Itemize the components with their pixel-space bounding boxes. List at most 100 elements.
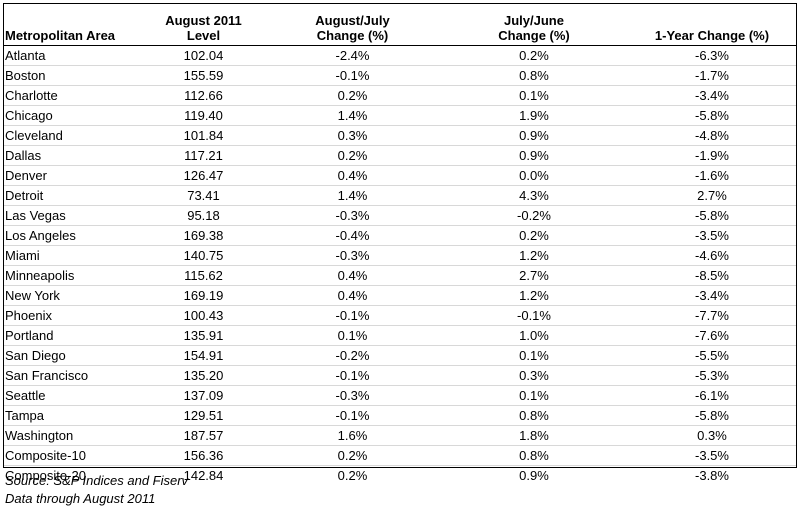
one-year-change-cell: -5.5%	[627, 345, 797, 366]
metro-cell: Las Vegas	[3, 205, 143, 226]
metro-cell: Detroit	[3, 185, 143, 206]
aug-jul-change-cell: -0.3%	[264, 245, 441, 266]
header-one-year-change: 1-Year Change (%)	[627, 3, 797, 46]
jul-jun-change-cell: 0.9%	[441, 145, 627, 166]
jul-jun-change-cell: 1.2%	[441, 285, 627, 306]
metro-cell: Washington	[3, 425, 143, 446]
data-through-note: Data through August 2011	[5, 491, 156, 506]
one-year-change-cell: -3.4%	[627, 85, 797, 106]
one-year-change-cell: -1.6%	[627, 165, 797, 186]
metro-cell: New York	[3, 285, 143, 306]
level-cell: 169.19	[143, 285, 264, 306]
level-cell: 112.66	[143, 85, 264, 106]
level-cell: 73.41	[143, 185, 264, 206]
jul-jun-change-cell: 0.2%	[519, 48, 549, 63]
header-year-line2: 1-Year Change (%)	[654, 28, 770, 43]
table-row: Phoenix 100.43 -0.1% -0.1% -7.7%	[3, 305, 797, 326]
aug-jul-change-cell: 0.2%	[264, 445, 441, 466]
header-level-line1: August 2011	[165, 13, 242, 28]
metro-cell: Phoenix	[3, 305, 143, 326]
metro-cell: Portland	[3, 325, 143, 346]
level-cell: 115.62	[143, 265, 264, 286]
source-note: Source: S&P Indices and Fiserv	[5, 473, 189, 488]
aug-jul-change-cell: 0.2%	[264, 85, 441, 106]
aug-jul-change-cell: 0.4%	[264, 165, 441, 186]
one-year-change-cell: 0.3%	[627, 425, 797, 446]
jul-jun-change-cell: 0.9%	[441, 125, 627, 146]
level-cell: 142.84	[143, 465, 264, 485]
table-row: Miami 140.75 -0.3% 1.2% -4.6%	[3, 245, 797, 266]
metro-cell: Minneapolis	[3, 265, 143, 286]
aug-jul-change-cell: -2.4%	[335, 48, 370, 63]
one-year-change-cell: -5.3%	[627, 365, 797, 386]
aug-jul-change-cell: 0.2%	[264, 465, 441, 485]
table-row: Portland 135.91 0.1% 1.0% -7.6%	[3, 325, 797, 346]
level-cell: 154.91	[143, 345, 264, 366]
one-year-change-cell: -5.8%	[627, 105, 797, 126]
level-cell: 119.40	[143, 105, 264, 126]
metro-cell: Chicago	[3, 105, 143, 126]
table-row: Tampa 129.51 -0.1% 0.8% -5.8%	[3, 405, 797, 426]
metro-cell: Boston	[3, 65, 143, 86]
metro-cell: Tampa	[3, 405, 143, 426]
aug-jul-change-cell: -0.4%	[264, 225, 441, 246]
one-year-change-cell: -4.6%	[627, 245, 797, 266]
aug-jul-change-cell: -0.1%	[264, 405, 441, 426]
one-year-change-cell: -6.3%	[695, 48, 729, 63]
level-cell: 135.20	[143, 365, 264, 386]
one-year-change-cell: -3.4%	[627, 285, 797, 306]
one-year-change-cell: -4.8%	[627, 125, 797, 146]
table-header-row: Metropolitan Area August 2011 Level Augu…	[3, 3, 797, 46]
table-row: Minneapolis 115.62 0.4% 2.7% -8.5%	[3, 265, 797, 286]
jul-jun-change-cell: 4.3%	[441, 185, 627, 206]
jul-jun-change-cell: 2.7%	[441, 265, 627, 286]
metro-cell: Miami	[3, 245, 143, 266]
home-price-table: Metropolitan Area August 2011 Level Augu…	[3, 3, 797, 485]
one-year-change-cell: -5.8%	[627, 405, 797, 426]
aug-jul-change-cell: -0.3%	[264, 205, 441, 226]
level-cell: 129.51	[143, 405, 264, 426]
level-cell: 137.09	[143, 385, 264, 406]
metro-cell: Seattle	[3, 385, 143, 406]
jul-jun-change-cell: 0.8%	[441, 65, 627, 86]
header-august-2011-level: August 2011 Level	[143, 3, 264, 46]
header-juljun-line2: Change (%)	[498, 28, 570, 43]
jul-jun-change-cell: 0.2%	[441, 225, 627, 246]
aug-jul-change-cell: -0.1%	[264, 305, 441, 326]
table-body: Atlanta 102.04 -2.4% 0.2% -6.3% Boston 155.59-…	[3, 46, 797, 485]
metro-cell: Los Angeles	[3, 225, 143, 246]
jul-jun-change-cell: 0.8%	[441, 405, 627, 426]
one-year-change-cell: -3.5%	[627, 225, 797, 246]
table-notes: Source: S&P Indices and Fiserv Data thro…	[5, 472, 188, 508]
one-year-change-cell: -1.7%	[627, 65, 797, 86]
jul-jun-change-cell: 1.8%	[441, 425, 627, 446]
metro-cell: Composite-20	[3, 465, 143, 485]
level-cell: 169.38	[143, 225, 264, 246]
metro-cell: Composite-10	[3, 445, 143, 466]
header-level-line2: Level	[186, 28, 221, 43]
level-cell: 187.57	[143, 425, 264, 446]
metro-cell: Dallas	[3, 145, 143, 166]
metro-cell: Atlanta	[5, 48, 46, 63]
one-year-change-cell: -8.5%	[627, 265, 797, 286]
level-cell: 100.43	[143, 305, 264, 326]
table-row: Charlotte 112.66 0.2% 0.1% -3.4%	[3, 85, 797, 106]
table-row: Las Vegas 95.18 -0.3% -0.2% -5.8%	[3, 205, 797, 226]
jul-jun-change-cell: -0.2%	[441, 205, 627, 226]
table-row: Cleveland 101.84 0.3% 0.9% -4.8%	[3, 125, 797, 146]
level-cell: 135.91	[143, 325, 264, 346]
table-row: Los Angeles 169.38 -0.4% 0.2% -3.5%	[3, 225, 797, 246]
header-juljun-line1: July/June	[504, 13, 564, 28]
jul-jun-change-cell: 0.1%	[441, 345, 627, 366]
jul-jun-change-cell: 1.9%	[441, 105, 627, 126]
aug-jul-change-cell: 1.4%	[264, 105, 441, 126]
level-cell: 140.75	[143, 245, 264, 266]
jul-jun-change-cell: 0.1%	[441, 385, 627, 406]
aug-jul-change-cell: -0.1%	[264, 365, 441, 386]
header-metro-line2: Metropolitan Area	[5, 28, 116, 43]
table-row: Composite-20 142.84 0.2% 0.9% -3.8%	[3, 465, 797, 485]
header-august-july-change: August/July Change (%)	[264, 3, 441, 46]
aug-jul-change-cell: -0.1%	[264, 65, 441, 86]
table-row: New York 169.19 0.4% 1.2% -3.4%	[3, 285, 797, 306]
